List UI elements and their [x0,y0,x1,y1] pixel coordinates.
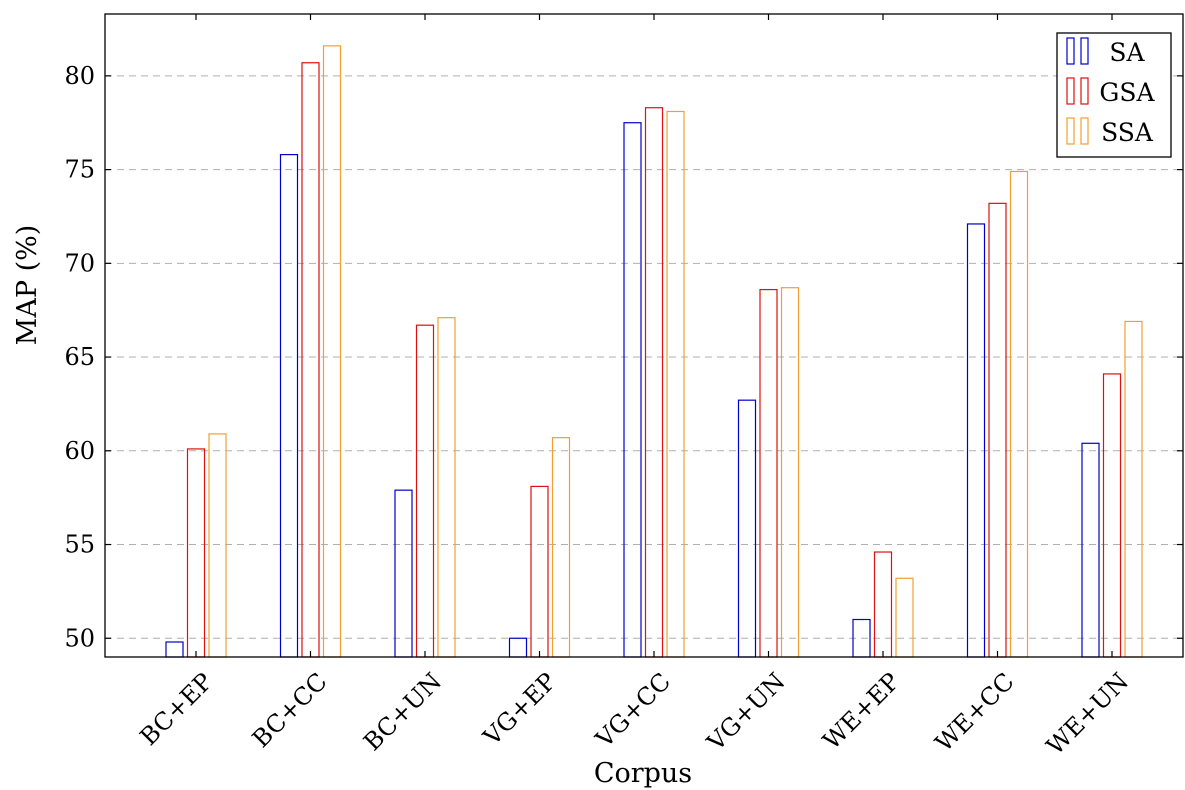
legend-swatch-gsa [1080,77,1089,105]
x-tick-label: WE+EP [817,667,905,755]
bar-sa-vg-cc [623,122,642,658]
legend: SA GSA SSA [1056,32,1172,158]
x-tick-label: BC+EP [135,667,219,751]
bar-gsa-vg-cc [644,107,664,658]
legend-swatch-ssa [1066,117,1075,145]
bar-sa-vg-un [737,399,757,658]
bar-ssa-vg-cc [666,110,685,658]
bar-ssa-vg-un [780,287,800,658]
x-tick-label: VG+CC [590,667,677,754]
legend-label-ssa: SSA [1101,118,1154,147]
bar-sa-we-un [1081,442,1100,658]
bar-ssa-we-un [1124,320,1143,658]
x-tick-label: BC+CC [247,667,333,753]
bar-gsa-bc-ep [186,448,206,658]
bar-ssa-we-ep [895,577,914,658]
bar-gsa-bc-cc [301,62,320,658]
legend-swatch-gsa [1066,77,1075,105]
bars [165,45,1143,658]
x-tick-label: WE+UN [1041,667,1134,760]
y-tick-label: 50 [64,624,95,652]
legend-swatch-ssa [1080,117,1089,145]
legend-label-sa: SA [1109,38,1145,67]
plot-frame [104,13,1184,658]
x-tick-label: VG+EP [477,667,561,751]
bar-gsa-we-un [1102,373,1122,658]
bar-gsa-vg-un [759,288,778,658]
legend-box [1056,32,1172,158]
y-tick-label: 55 [64,531,95,559]
bar-sa-bc-ep [165,641,184,658]
bar-gsa-vg-ep [530,485,549,658]
x-tick-label: VG+UN [701,667,791,757]
bar-sa-vg-ep [508,637,528,658]
x-tick-label: WE+CC [930,667,1020,757]
bar-gsa-we-ep [873,551,893,658]
bar-sa-bc-un [394,489,413,658]
y-tick-label: 75 [64,156,95,184]
bar-ssa-bc-ep [208,433,227,658]
legend-swatch-sa [1066,37,1075,65]
x-axis-title: Corpus [594,758,692,789]
y-tick-label: 70 [64,249,95,277]
bar-gsa-bc-un [415,324,435,658]
bar-ssa-bc-un [437,317,456,658]
y-tick-labels: 50 55 60 65 70 75 80 [64,62,95,652]
bar-sa-bc-cc [279,153,299,658]
legend-label-gsa: GSA [1099,78,1155,107]
x-tick-label: BC+UN [358,667,447,756]
bar-ssa-bc-cc [322,45,342,658]
bar-gsa-we-cc [988,202,1007,658]
bar-ssa-we-cc [1009,170,1029,658]
legend-swatch-sa [1080,37,1089,65]
grid-lines [105,75,1183,639]
y-tick-label: 80 [64,62,95,90]
y-axis-title: MAP (%) [12,225,43,346]
x-tick-labels: BC+EP BC+CC BC+UN VG+EP VG+CC VG+UN WE+EP WE+CC… [135,667,1135,760]
y-tick-label: 60 [64,437,95,465]
axis-ticks [105,14,1183,657]
bar-sa-we-cc [966,223,986,658]
bar-ssa-vg-ep [551,437,571,658]
y-tick-label: 65 [64,343,95,371]
